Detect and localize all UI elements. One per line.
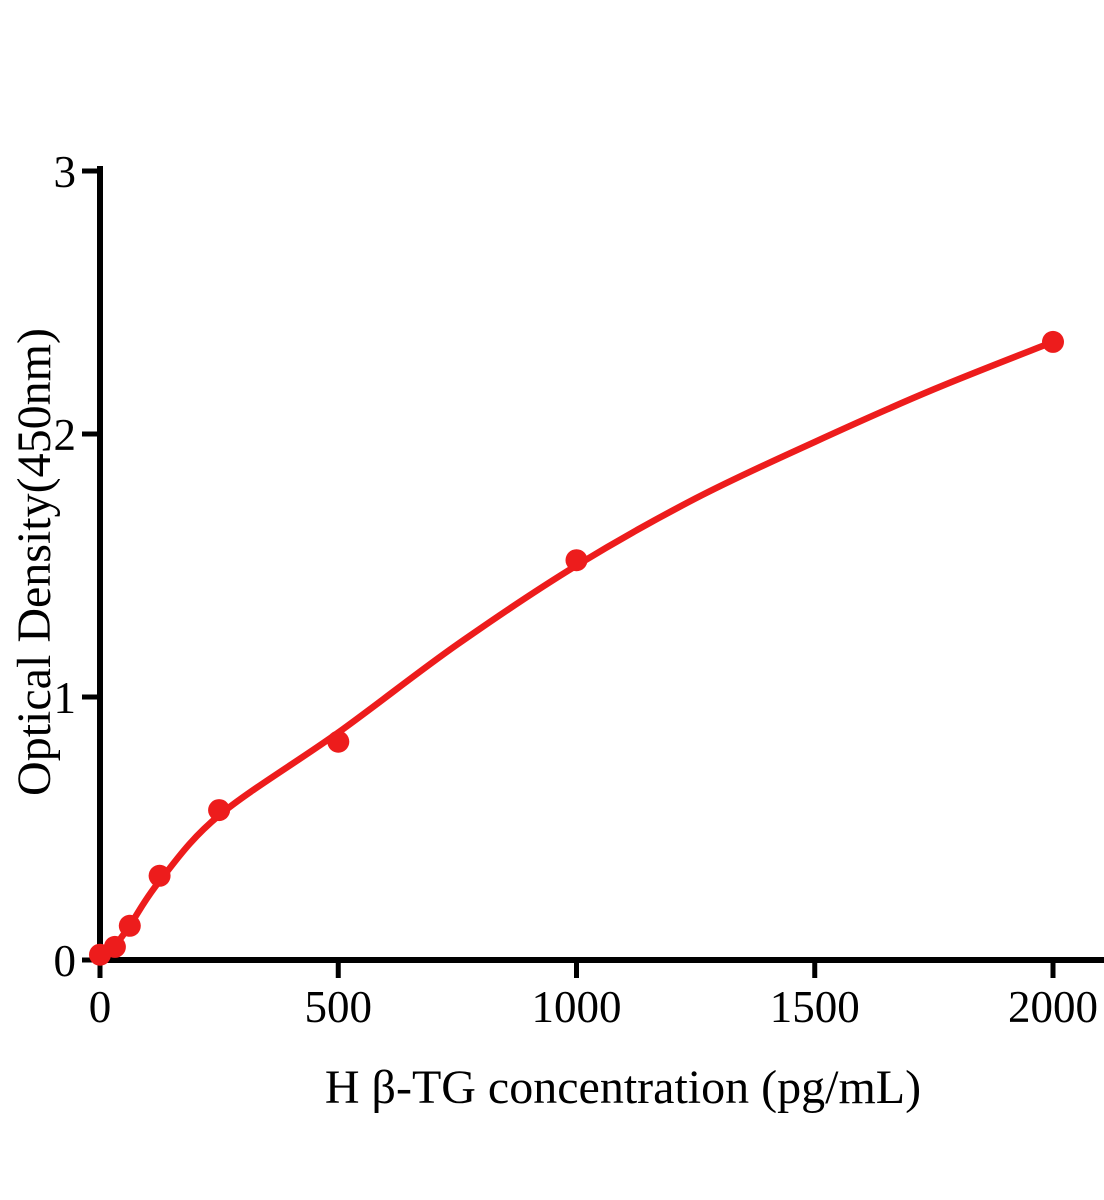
y-tick-label: 1 [54, 673, 77, 723]
y-tick-label: 2 [54, 410, 77, 460]
y-tick-label: 0 [54, 936, 77, 986]
x-axis-title: H β-TG concentration (pg/mL) [325, 1061, 921, 1114]
x-tick-label: 1000 [532, 982, 622, 1032]
x-tick-label: 1500 [770, 982, 860, 1032]
data-point [327, 730, 350, 753]
y-tick-label: 3 [54, 147, 77, 197]
data-point [148, 864, 171, 887]
x-tick-label: 0 [89, 982, 112, 1032]
data-point [208, 799, 231, 822]
data-point [118, 914, 141, 937]
y-axis-title: Optical Density(450nm) [8, 328, 61, 796]
fit-curve [96, 338, 1057, 961]
series-layer [89, 330, 1064, 966]
data-point [103, 935, 126, 958]
x-tick-label: 2000 [1008, 982, 1098, 1032]
x-tick-label: 500 [305, 982, 373, 1032]
data-point [1042, 330, 1064, 353]
axes-layer: 0 1 2 3 0 500 1000 1500 2000 [54, 147, 1104, 1032]
data-point [565, 549, 588, 572]
